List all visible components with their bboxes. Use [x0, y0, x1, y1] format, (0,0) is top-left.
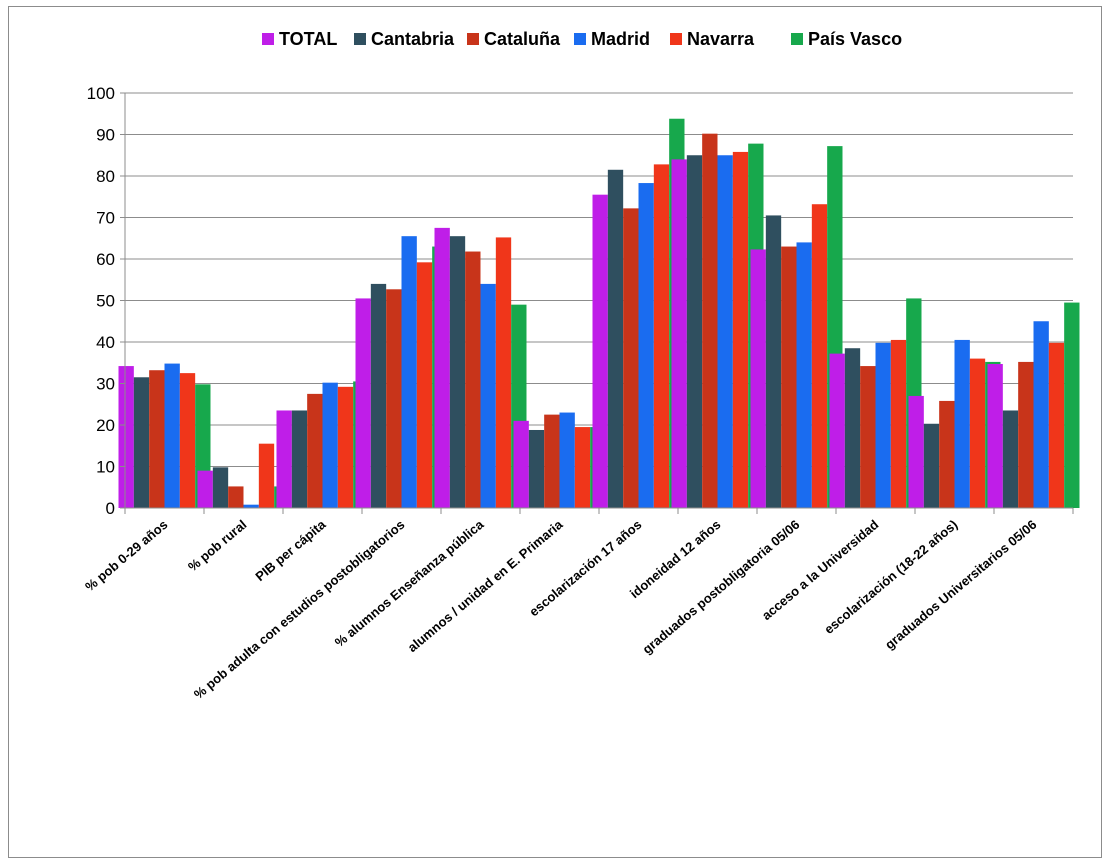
y-tick-label: 100: [87, 84, 115, 103]
legend-swatch-pais-vasco: [791, 33, 803, 45]
bar-cantabria: [291, 410, 308, 508]
legend-label-cataluna: Cataluña: [484, 29, 561, 49]
bar-cantabria: [686, 155, 703, 508]
bar-cataluna: [228, 486, 244, 508]
legend-label-total: TOTAL: [279, 29, 337, 49]
bar-cantabria: [607, 169, 624, 508]
bar-madrid: [638, 183, 654, 508]
bar-cantabria: [923, 423, 940, 508]
bar-total: [750, 249, 766, 508]
bar-total: [434, 227, 450, 508]
bar-navarra: [653, 164, 670, 508]
bar-cataluna: [307, 393, 323, 508]
legend-swatch-cataluna: [467, 33, 479, 45]
bar-madrid: [401, 236, 417, 509]
bar-navarra: [495, 237, 512, 509]
y-tick-label: 30: [96, 375, 115, 394]
bar-total: [118, 366, 134, 508]
bar-cantabria: [133, 377, 150, 508]
bar-navarra: [416, 262, 433, 508]
bar-pais-vasco: [1064, 302, 1080, 508]
bar-madrid: [322, 382, 338, 508]
bar-madrid: [1033, 321, 1049, 508]
legend-label-cantabria: Cantabria: [371, 29, 455, 49]
bar-cataluna: [544, 414, 560, 508]
legend-swatch-navarra: [670, 33, 682, 45]
bar-total: [197, 470, 213, 508]
bar-navarra: [258, 443, 275, 508]
legend-label-pais-vasco: País Vasco: [808, 29, 902, 49]
legend-swatch-madrid: [574, 33, 586, 45]
bar-total: [671, 159, 687, 508]
bar-cataluna: [781, 246, 797, 509]
bar-madrid: [875, 342, 891, 508]
axes: [120, 92, 1074, 514]
bar-cataluna: [465, 251, 481, 508]
bar-cataluna: [623, 208, 639, 508]
bar-cataluna: [1018, 361, 1034, 508]
y-tick-labels: 0 10 20 30 40 50 60 70 80 90 100: [87, 84, 115, 518]
x-tick-label: graduados postobligatoria 05/06: [639, 517, 802, 657]
bar-navarra: [969, 358, 986, 508]
bar-madrid: [164, 363, 180, 508]
bar-cantabria: [449, 236, 466, 509]
bar-cataluna: [860, 366, 876, 508]
bar-madrid: [559, 412, 575, 508]
bar-cataluna: [386, 289, 402, 508]
bar-cantabria: [212, 467, 229, 508]
y-tick-label: 80: [96, 167, 115, 186]
bar-cataluna: [149, 370, 165, 508]
bar-navarra: [1048, 342, 1065, 508]
bar-madrid: [243, 504, 259, 508]
bar-total: [592, 194, 608, 509]
bar-total: [829, 353, 845, 508]
bar-total: [355, 298, 371, 508]
bar-cantabria: [370, 283, 387, 508]
bar-total: [908, 395, 924, 508]
x-tick-label: graduados Universitarios 05/06: [882, 517, 1039, 652]
bar-cataluna: [702, 133, 718, 509]
y-tick-label: 10: [96, 458, 115, 477]
y-tick-label: 70: [96, 209, 115, 228]
x-tick-label: % pob 0-29 años: [82, 517, 170, 594]
bar-total: [987, 363, 1003, 508]
bar-madrid: [717, 155, 733, 508]
bar-cantabria: [844, 348, 861, 508]
x-tick-label: PIB per cápita: [252, 516, 329, 584]
chart-legend: TOTAL Cantabria Cataluña Madrid Navarra País …: [262, 29, 902, 49]
x-tick-label: % pob rural: [185, 517, 249, 574]
bar-navarra: [732, 151, 749, 508]
bar-navarra: [574, 427, 591, 508]
y-tick-label: 40: [96, 333, 115, 352]
x-tick-labels: % pob 0-29 años % pob rural PIB per cápita…: [82, 516, 1039, 702]
bar-cantabria: [1002, 410, 1019, 508]
bar-cataluna: [939, 400, 955, 508]
bar-navarra: [179, 373, 196, 508]
bar-madrid: [796, 242, 812, 508]
bar-navarra: [890, 339, 907, 508]
legend-label-madrid: Madrid: [591, 29, 650, 49]
bar-total: [513, 420, 529, 508]
y-tick-label: 0: [106, 499, 115, 518]
y-tick-label: 90: [96, 126, 115, 145]
legend-label-navarra: Navarra: [687, 29, 755, 49]
bar-total: [276, 410, 292, 508]
bar-madrid: [480, 283, 496, 508]
bar-cantabria: [765, 215, 782, 509]
bar-navarra: [337, 386, 354, 508]
x-tick-label: % alumnos Enseñanza pública: [332, 516, 487, 650]
x-tick-label: escolarización (18-22 años): [821, 517, 960, 637]
y-tick-label: 20: [96, 416, 115, 435]
bar-navarra: [811, 204, 828, 508]
y-tick-label: 50: [96, 292, 115, 311]
y-tick-label: 60: [96, 250, 115, 269]
bars: [118, 118, 1080, 509]
bar-cantabria: [528, 429, 545, 508]
x-tick-label: alumnos / unidad en E. Primaria: [405, 516, 566, 655]
legend-swatch-total: [262, 33, 274, 45]
bar-madrid: [954, 339, 970, 508]
legend-swatch-cantabria: [354, 33, 366, 45]
